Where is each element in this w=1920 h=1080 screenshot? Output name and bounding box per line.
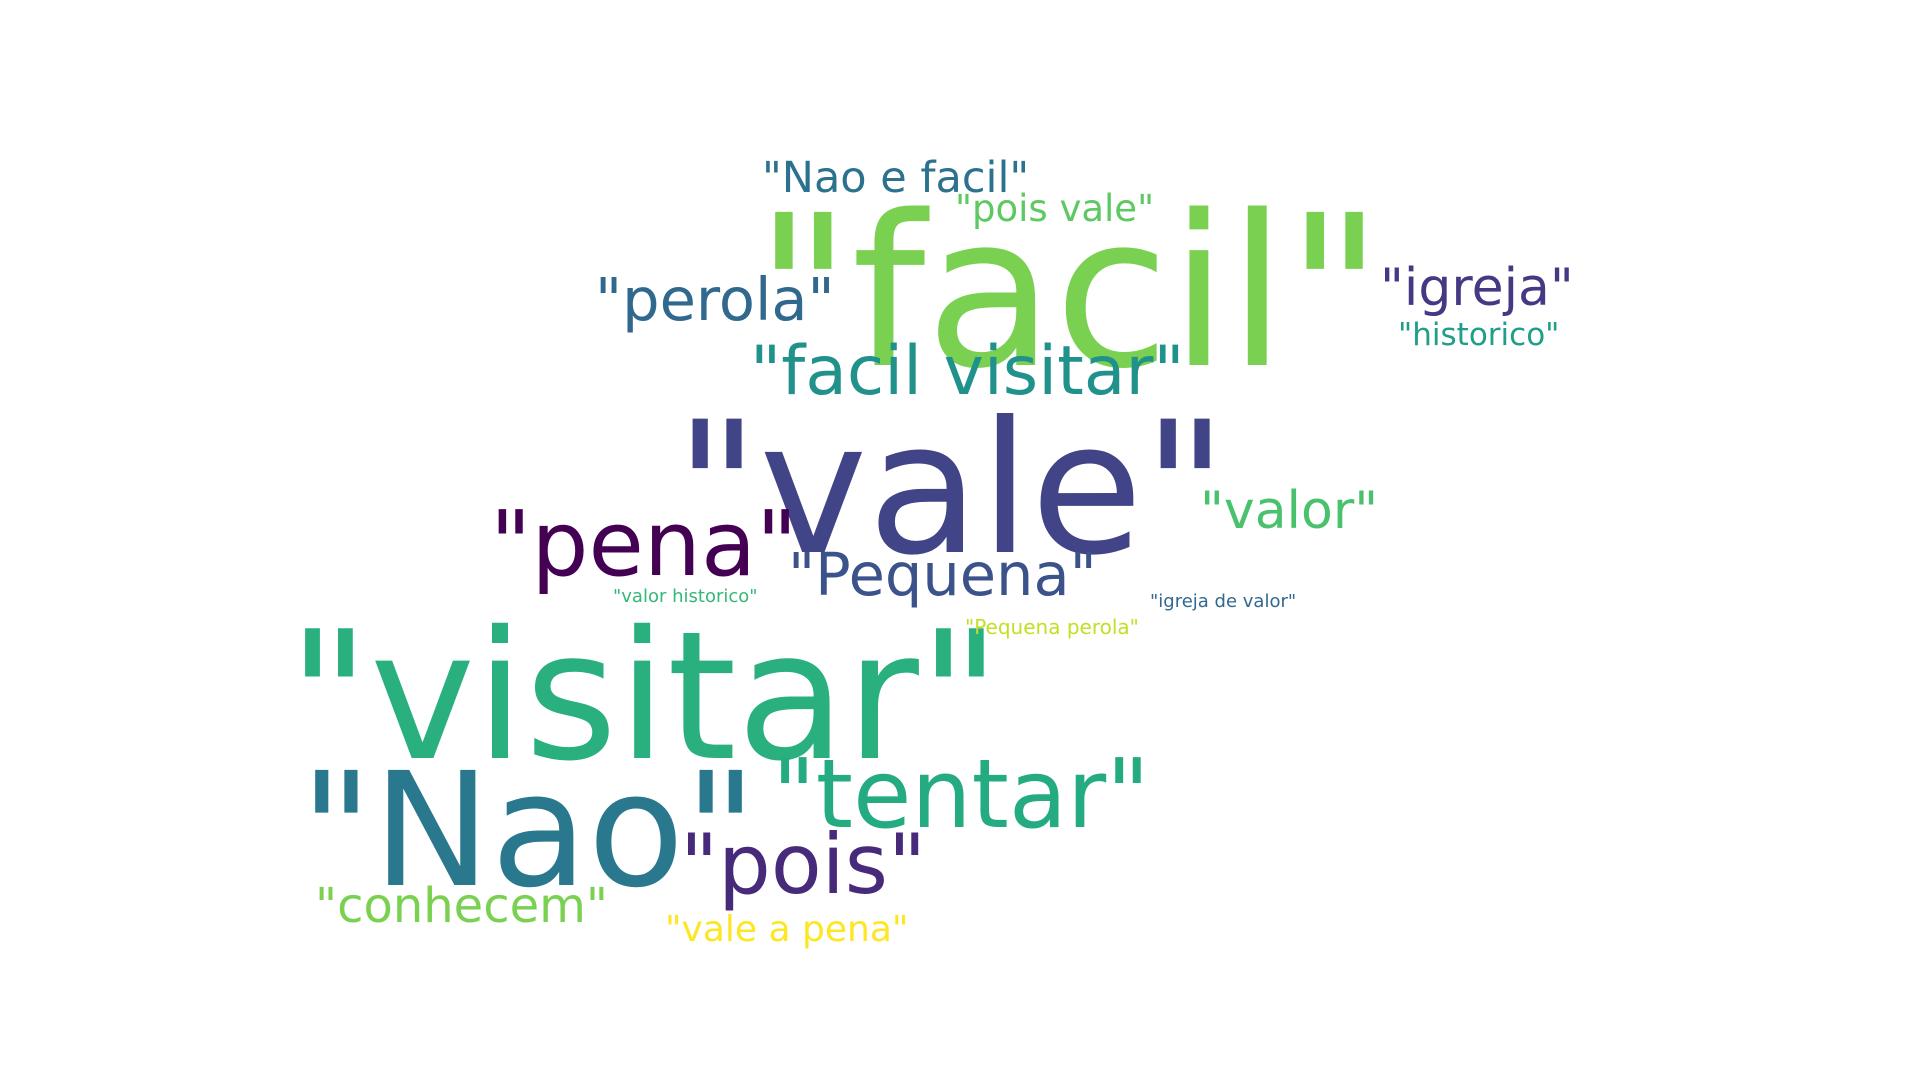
word-facil: "facil" — [755, 170, 1383, 415]
word-pequena-perola: "Pequena perola" — [965, 615, 1139, 639]
word-perola: "perola" — [595, 265, 835, 334]
word-igreja-de-valor: "igreja de valor" — [1150, 591, 1297, 612]
word-tentar: "tentar" — [772, 740, 1150, 850]
word-pois: "pois" — [680, 816, 927, 913]
word-igreja: "igreja" — [1380, 258, 1574, 318]
word-facil-visitar: "facil visitar" — [750, 332, 1185, 411]
word-historico: "historico" — [1398, 317, 1560, 353]
word-valor: "valor" — [1200, 481, 1379, 541]
word-nao: "Nao" — [300, 739, 758, 923]
word-vale: "vale" — [675, 383, 1228, 596]
word-visitar: "visitar" — [288, 593, 1001, 800]
word-valor-historico: "valor historico" — [613, 586, 758, 607]
word-pois-vale: "pois vale" — [955, 187, 1155, 230]
word-vale-a-pena: "vale a pena" — [665, 909, 909, 950]
word-nao-e-facil: "Nao e facil" — [762, 153, 1030, 203]
word-pena: "pena" — [490, 492, 798, 597]
word-conhecem: "conhecem" — [315, 878, 608, 934]
word-pequena: "Pequena" — [788, 540, 1097, 609]
